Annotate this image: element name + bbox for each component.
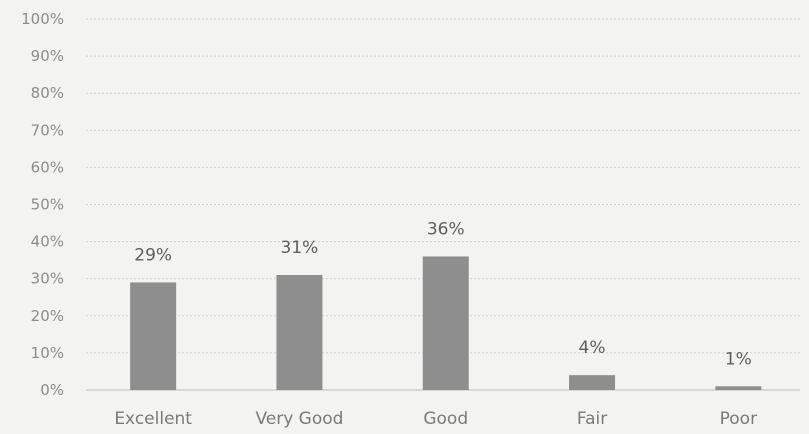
- x-axis-category-labels: Excellent Very Good Good Fair Poor: [114, 409, 757, 429]
- category-label: Excellent: [114, 409, 192, 429]
- y-tick-label: 80%: [31, 84, 64, 102]
- category-label: Poor: [720, 409, 757, 429]
- bar: [422, 256, 469, 390]
- y-tick-label: 100%: [21, 10, 64, 28]
- y-tick-label: 0%: [40, 381, 64, 399]
- bar: [130, 282, 177, 390]
- y-tick-label: 50%: [31, 196, 64, 214]
- data-label: 29%: [134, 245, 172, 265]
- y-tick-label: 70%: [31, 121, 64, 139]
- bars: [130, 256, 762, 390]
- bar: [715, 386, 762, 390]
- y-tick-label: 90%: [31, 47, 64, 65]
- category-label: Fair: [577, 409, 607, 429]
- y-tick-label: 10%: [31, 344, 64, 362]
- y-tick-label: 40%: [31, 233, 64, 251]
- y-tick-label: 30%: [31, 270, 64, 288]
- bar: [276, 274, 323, 390]
- data-label: 1%: [725, 349, 752, 369]
- data-label: 4%: [579, 338, 606, 358]
- y-tick-label: 60%: [31, 158, 64, 176]
- y-axis-tick-labels: 0% 10% 20% 30% 40% 50% 60% 70% 80% 90% 100%: [21, 10, 64, 399]
- y-tick-label: 20%: [31, 307, 64, 325]
- bar: [569, 375, 616, 390]
- data-label: 36%: [427, 219, 465, 239]
- category-label: Very Good: [255, 409, 343, 429]
- data-labels: 29% 31% 36% 4% 1%: [134, 219, 752, 369]
- data-label: 31%: [281, 238, 319, 258]
- category-label: Good: [423, 409, 468, 429]
